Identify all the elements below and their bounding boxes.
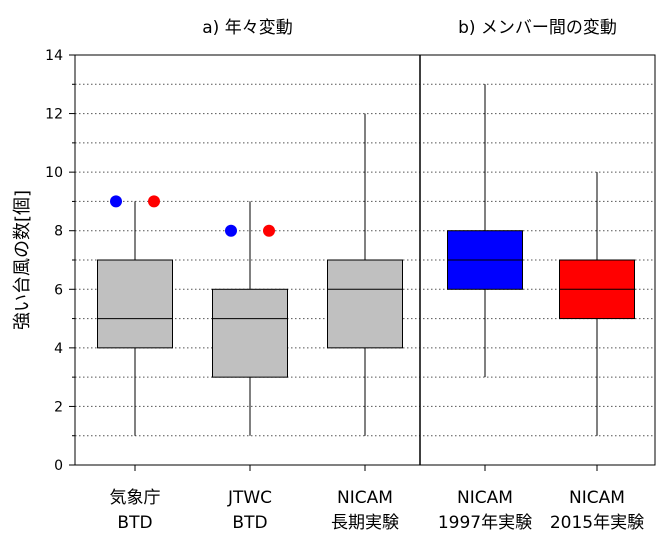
marker-1-1	[263, 224, 275, 237]
y-tick-label-6: 6	[54, 282, 63, 298]
category-label-1-line1: JTWC	[227, 488, 272, 508]
plot-frame	[74, 54, 656, 466]
marker-0-1	[148, 195, 160, 208]
y-tick-label-0: 0	[54, 458, 63, 474]
marker-1-0	[225, 224, 237, 237]
y-axis-title: 強い台風の数[個]	[12, 190, 33, 330]
category-label-3-line2: 1997年実験	[438, 513, 532, 533]
category-label-3-line1: NICAM	[457, 488, 513, 508]
box-2	[327, 259, 403, 349]
category-label-4-line2: 2015年実験	[550, 513, 644, 533]
category-label-4-line1: NICAM	[569, 488, 625, 508]
y-tick-label-10: 10	[45, 165, 63, 181]
y-tick-label-8: 8	[54, 224, 63, 240]
panel-title-0: a) 年々変動	[202, 18, 292, 38]
box-1	[212, 288, 288, 378]
category-label-0-line2: BTD	[117, 513, 152, 533]
box-0	[97, 259, 173, 349]
category-label-2-line1: NICAM	[337, 488, 393, 508]
y-tick-label-2: 2	[54, 399, 63, 415]
y-tick-label-4: 4	[54, 341, 63, 357]
category-label-2-line2: 長期実験	[331, 513, 399, 533]
category-label-0-line1: 気象庁	[110, 488, 161, 508]
marker-0-0	[110, 195, 122, 208]
y-tick-label-12: 12	[45, 107, 63, 123]
panel-title-1: b) メンバー間の変動	[458, 18, 617, 38]
y-tick-label-14: 14	[45, 48, 63, 64]
category-label-1-line2: BTD	[232, 513, 267, 533]
